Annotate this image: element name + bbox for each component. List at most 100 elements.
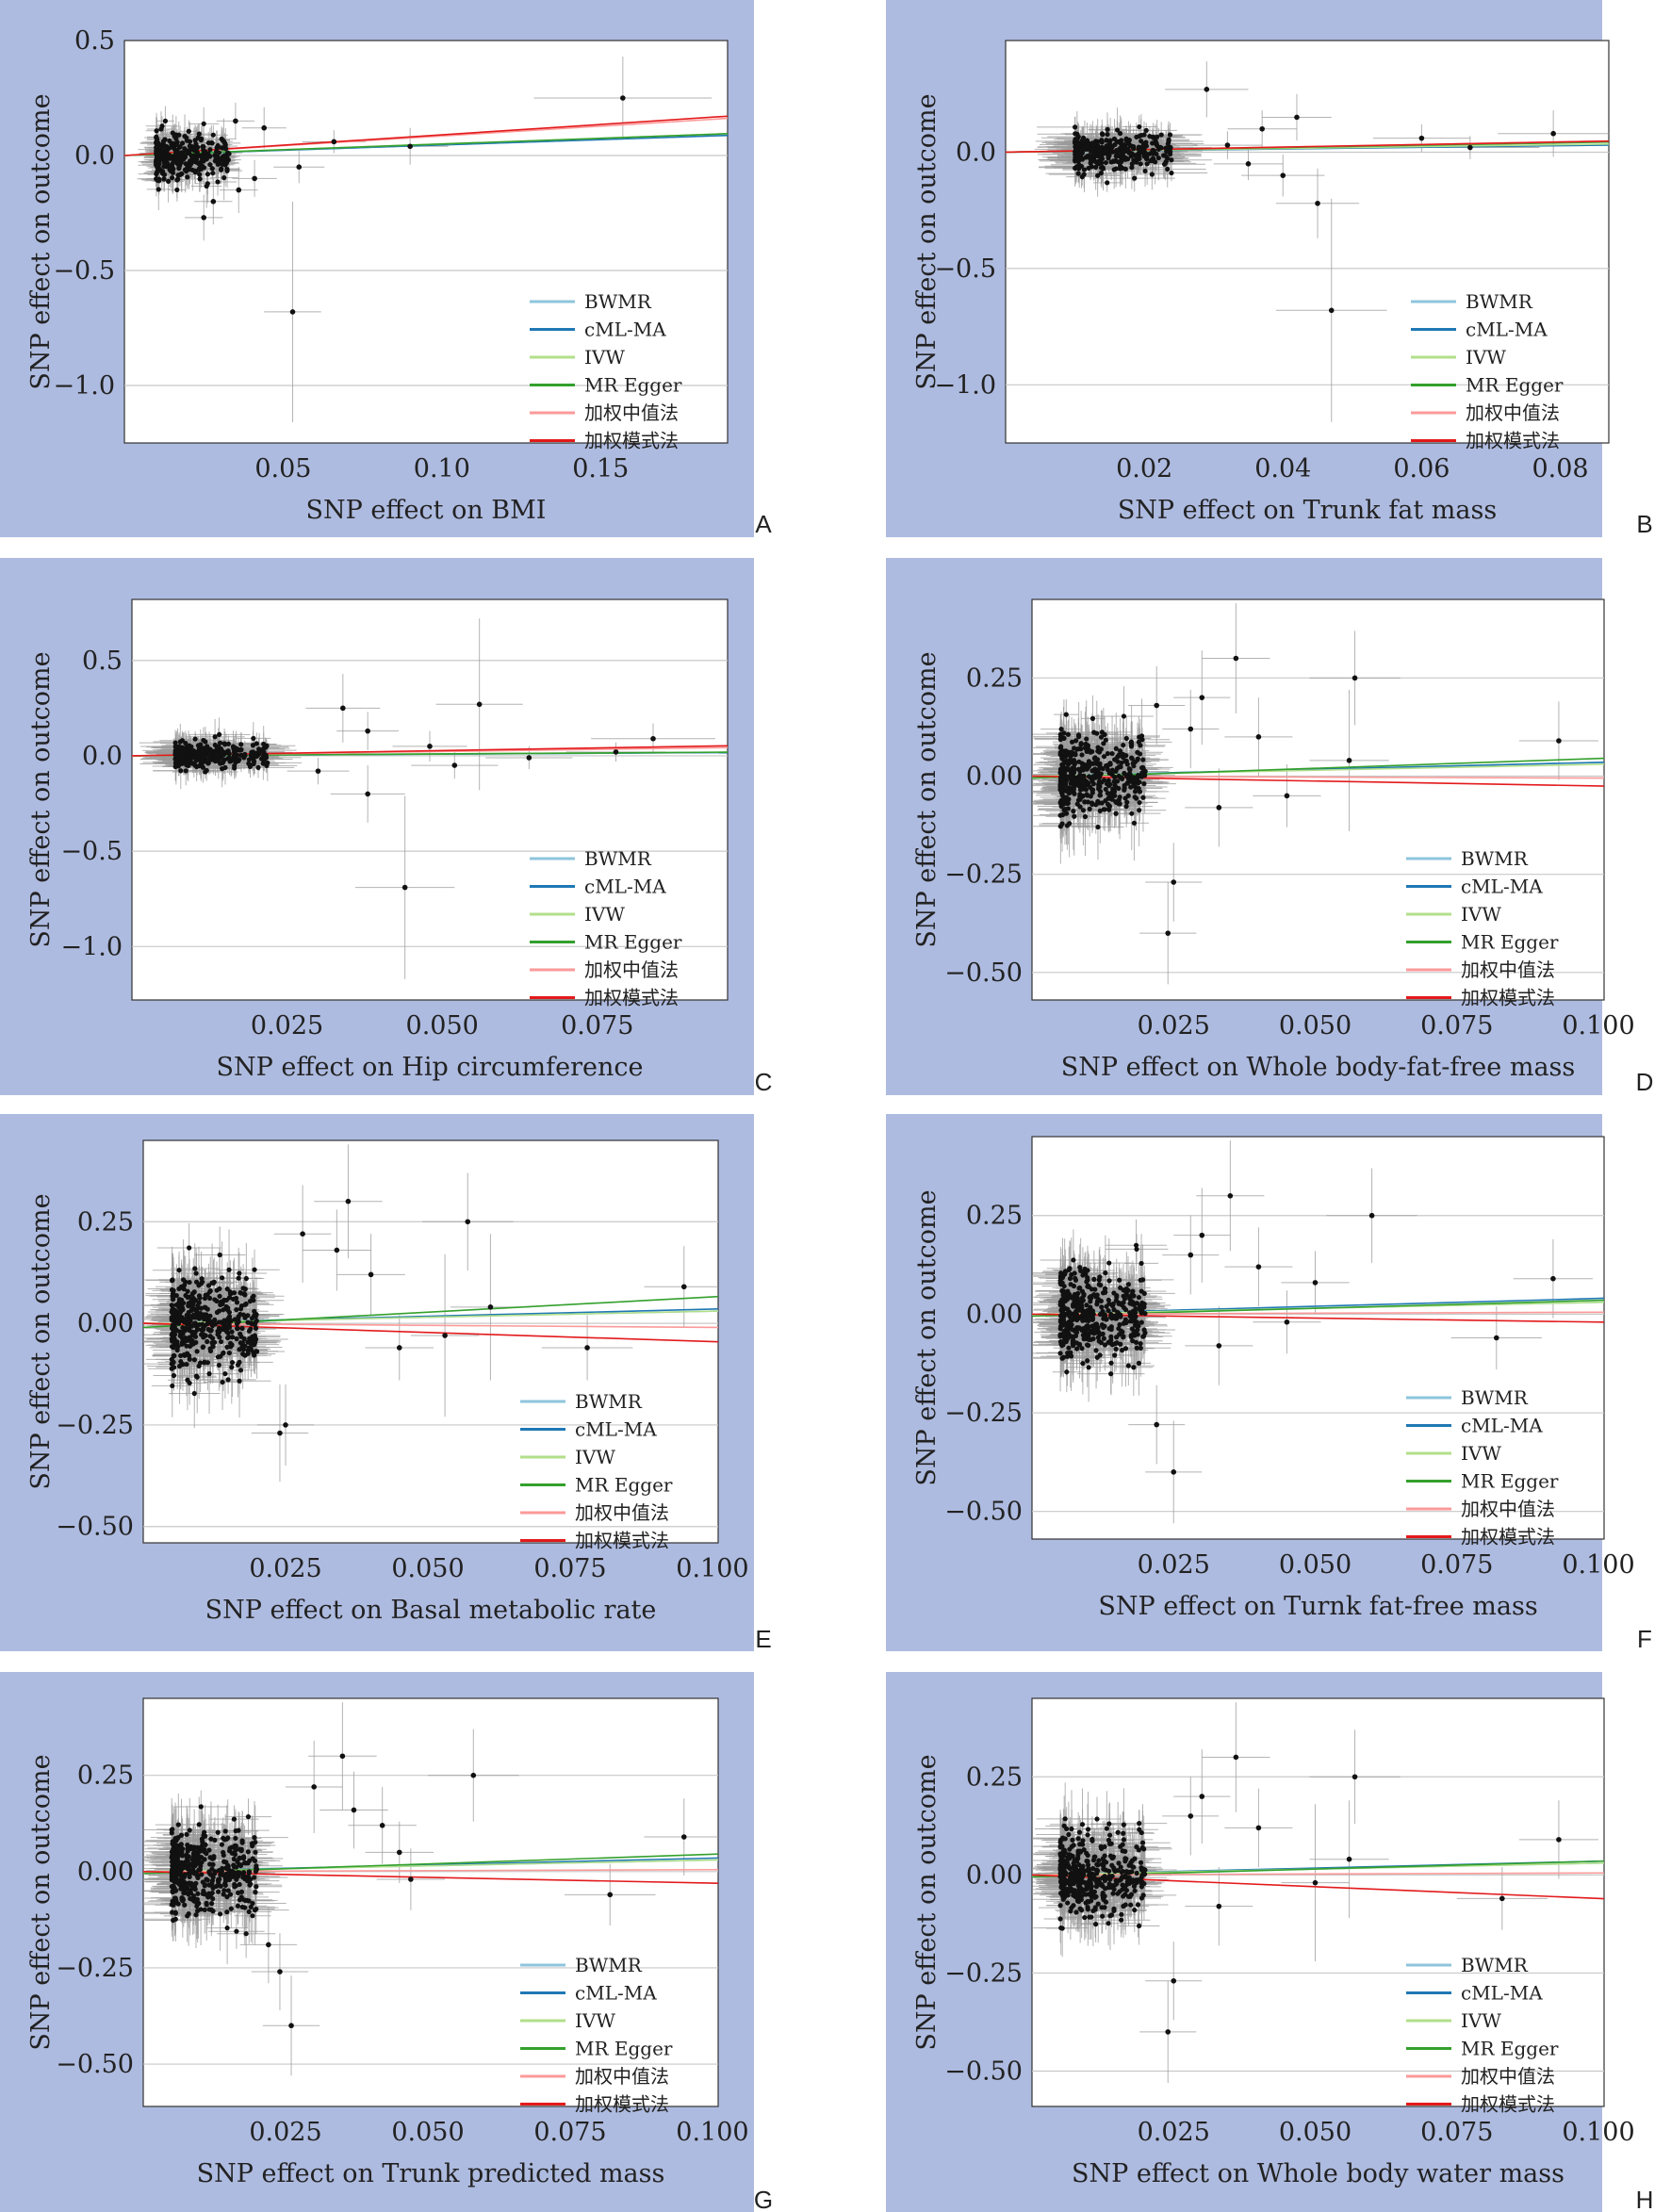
snp-point (1089, 715, 1096, 721)
legend-label: 加权中值法 (1461, 959, 1555, 981)
snp-point (1556, 738, 1562, 744)
panel-C: 0.025 0.050 0.075 −1.0 −0.5 0.0 0.5 SNP effect … (0, 558, 772, 1096)
snp-point (255, 764, 261, 770)
snp-point (1099, 139, 1105, 145)
snp-point (1550, 130, 1556, 137)
legend-label: IVW (1466, 346, 1506, 369)
snp-point (238, 752, 244, 758)
snp-point (265, 760, 270, 766)
snp-point (1063, 795, 1070, 800)
snp-point (1114, 147, 1120, 154)
x-tick-label: 0.08 (1532, 454, 1588, 483)
snp-point (1117, 166, 1123, 172)
snp-point (1167, 151, 1173, 157)
snp-point (1105, 126, 1110, 132)
snp-point (173, 148, 180, 154)
snp-point (212, 734, 218, 740)
snp-point (1063, 811, 1070, 816)
snp-point (1139, 139, 1144, 144)
y-tick-label: −0.5 (934, 254, 996, 284)
snp-point (1122, 770, 1127, 777)
snp-point (1082, 784, 1088, 790)
snp-point (1071, 765, 1077, 771)
snp-point (1075, 732, 1082, 738)
snp-point (427, 744, 433, 749)
snp-point (1137, 808, 1142, 813)
snp-point (1158, 145, 1164, 151)
x-tick-label: 0.15 (572, 454, 629, 483)
snp-point (198, 757, 204, 763)
x-tick-label: 0.06 (1393, 454, 1450, 483)
snp-point (1077, 787, 1084, 793)
snp-point (1122, 144, 1128, 150)
snp-point (1114, 127, 1121, 133)
snp-point (198, 138, 204, 143)
snp-point (1315, 200, 1320, 206)
snp-point (195, 749, 201, 755)
plot-content (124, 57, 728, 423)
legend-label: MR Egger (1461, 931, 1559, 954)
snp-point (170, 130, 175, 136)
snp-point (1132, 795, 1138, 800)
snp-point (1134, 159, 1139, 165)
snp-point (225, 748, 231, 754)
snp-point (192, 157, 198, 164)
snp-point (1089, 164, 1094, 170)
snp-point (165, 178, 172, 184)
snp-point (1109, 750, 1115, 757)
snp-point (207, 757, 213, 762)
snp-point (1076, 156, 1082, 163)
x-tick-label: 0.100 (1562, 1011, 1634, 1040)
snp-point (172, 761, 179, 767)
plot-area (1005, 40, 1610, 444)
snp-point (238, 742, 244, 747)
snp-point (1151, 134, 1156, 139)
snp-point (407, 143, 413, 150)
snp-points (172, 701, 656, 891)
snp-point (232, 765, 238, 771)
snp-point (197, 745, 203, 750)
snp-point (340, 705, 346, 712)
snp-point (155, 158, 161, 164)
snp-point (201, 144, 206, 150)
snp-point (219, 145, 224, 151)
snp-point (1136, 785, 1141, 792)
x-axis-label: SNP effect on BMI (306, 496, 547, 525)
snp-point (184, 169, 189, 174)
snp-point (183, 147, 189, 154)
snp-point (1105, 750, 1110, 757)
snp-point (1107, 138, 1113, 143)
plot-content (132, 618, 728, 979)
snp-point (185, 174, 190, 180)
snp-point (220, 161, 225, 167)
legend-label: MR Egger (1466, 374, 1564, 397)
snp-point (1163, 153, 1169, 159)
snp-point (1113, 746, 1119, 751)
snp-point (289, 309, 296, 315)
snp-point (1135, 756, 1140, 762)
snp-point (197, 165, 203, 171)
snp-point (1086, 780, 1091, 787)
snp-point (1124, 762, 1130, 767)
snp-point (1074, 777, 1080, 782)
snp-point (261, 741, 267, 747)
snp-point (1140, 757, 1146, 762)
snp-point (1122, 787, 1127, 793)
snp-point (1117, 748, 1123, 754)
snp-point (1141, 780, 1147, 787)
snp-point (224, 166, 230, 172)
snp-point (1119, 760, 1124, 765)
plot-content (143, 1144, 718, 1528)
snp-point (1073, 131, 1078, 137)
snp-point (1122, 166, 1128, 172)
snp-point (1072, 784, 1077, 790)
snp-point (207, 162, 213, 168)
snp-point (1124, 780, 1130, 786)
snp-point (259, 756, 265, 762)
snp-point (1109, 149, 1116, 155)
snp-point (256, 746, 262, 752)
snp-point (1123, 735, 1129, 742)
snp-point (1096, 786, 1102, 792)
snp-point (1072, 813, 1077, 819)
